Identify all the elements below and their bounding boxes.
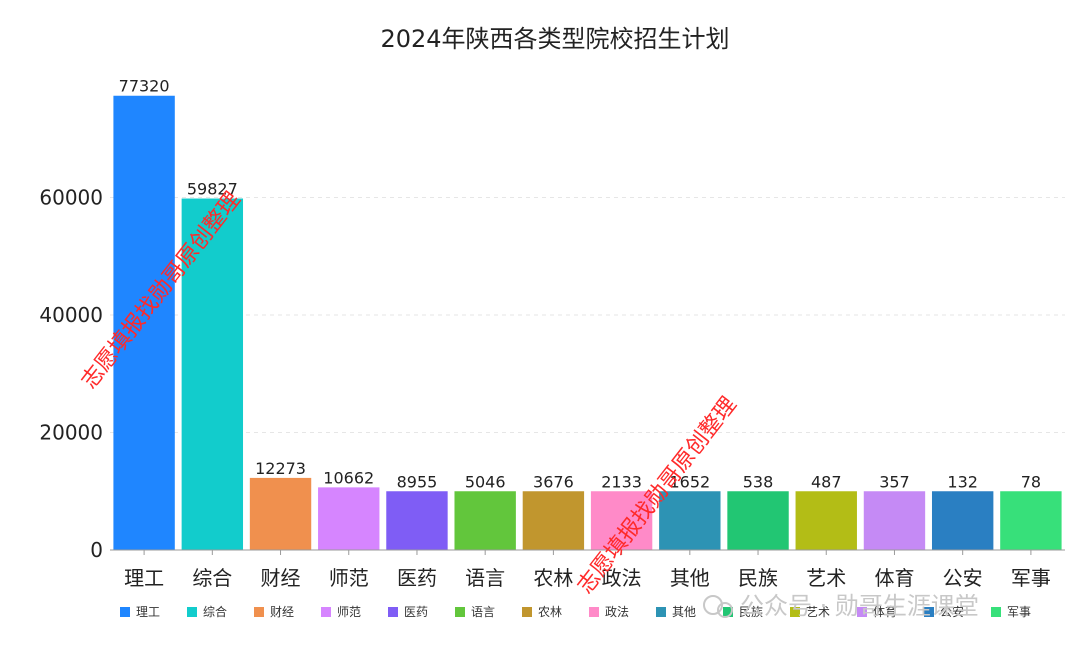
legend-swatch [254, 607, 264, 617]
bar-9 [659, 491, 721, 550]
legend-item[interactable]: 军事 [991, 605, 1031, 619]
bar-4 [318, 487, 380, 550]
legend-swatch [522, 607, 532, 617]
legend-item[interactable]: 财经 [254, 605, 294, 619]
x-tick-label: 军事 [1011, 566, 1051, 590]
bar-1 [113, 95, 175, 551]
x-tick-label: 农林 [533, 566, 573, 590]
gridlines [110, 197, 1065, 433]
legend-item[interactable]: 理工 [120, 605, 160, 619]
legend-item[interactable]: 师范 [321, 605, 361, 619]
legend-swatch [388, 607, 398, 617]
legend-label: 军事 [1007, 605, 1031, 619]
legend-item[interactable]: 民族 [723, 605, 763, 619]
legend-item[interactable]: 政法 [589, 605, 629, 619]
legend-swatch [723, 607, 733, 617]
legend-item[interactable]: 综合 [187, 604, 227, 619]
data-label: 2133 [601, 472, 642, 491]
data-label: 10662 [323, 468, 374, 487]
x-tick-label: 政法 [602, 566, 642, 590]
wechat-account-text: 公众号 · 勋哥生涯课堂 [740, 592, 979, 620]
x-tick-label: 民族 [738, 566, 778, 590]
bar-7 [522, 491, 585, 550]
chart-title: 2024年陕西各类型院校招生计划 [380, 25, 729, 53]
data-label: 5046 [465, 472, 506, 491]
legend-swatch [455, 607, 465, 617]
legend-item[interactable]: 体育 [857, 604, 897, 619]
legend-swatch [656, 607, 666, 617]
legend-swatch [187, 607, 197, 617]
legend-label: 语言 [471, 605, 495, 619]
bar-2 [181, 198, 244, 551]
x-tick-label: 医药 [397, 566, 437, 590]
legend-label: 政法 [605, 605, 629, 619]
data-label: 78 [1021, 472, 1041, 491]
y-tick-label: 20000 [39, 421, 103, 445]
x-tick-label: 其他 [670, 566, 710, 590]
y-tick-label: 0 [90, 538, 103, 562]
legend-label: 体育 [873, 604, 897, 619]
legend-item[interactable]: 医药 [388, 605, 428, 619]
legend-swatch [991, 607, 1001, 617]
wechat-icon [703, 595, 723, 615]
bar-13 [931, 491, 994, 550]
data-label: 12273 [255, 459, 306, 478]
legend-label: 师范 [337, 605, 361, 619]
bar-14 [1000, 491, 1062, 550]
y-tick-label: 40000 [39, 303, 103, 327]
x-tick-label: 语言 [465, 566, 505, 590]
legend-swatch [321, 607, 331, 617]
legend-item[interactable]: 艺术 [790, 605, 830, 619]
x-tick-label: 体育 [874, 566, 914, 590]
x-tick-label: 综合 [192, 566, 232, 590]
bar-5 [386, 491, 448, 550]
wechat-watermark: 公众号 · 勋哥生涯课堂 [703, 592, 979, 620]
legend-label: 医药 [404, 605, 428, 619]
x-tick-label: 艺术 [806, 566, 846, 590]
legend-label: 公安 [940, 604, 964, 619]
data-label: 132 [947, 472, 978, 491]
data-label: 1652 [669, 472, 710, 491]
y-axis: 0 20000 40000 60000 [39, 186, 103, 563]
bar-3 [249, 477, 312, 550]
legend-label: 艺术 [806, 605, 830, 619]
data-label: 538 [743, 472, 774, 491]
y-tick-label: 60000 [39, 186, 103, 210]
legend-label: 其他 [672, 605, 696, 619]
legend-swatch [120, 607, 130, 617]
data-label: 59827 [187, 180, 238, 199]
data-label: 357 [879, 472, 910, 491]
bar-12 [863, 491, 926, 550]
legend-swatch [790, 607, 800, 617]
legend-swatch [857, 607, 867, 617]
bar-11 [795, 491, 857, 550]
x-tick-label: 财经 [261, 566, 301, 590]
legend-label: 民族 [739, 605, 763, 619]
legend-swatch [589, 607, 599, 617]
legend-item[interactable]: 其他 [656, 605, 696, 619]
legend-label: 财经 [270, 605, 294, 619]
bar-8 [590, 491, 653, 550]
x-tick-label: 理工 [124, 566, 164, 590]
data-label: 3676 [533, 472, 574, 491]
legend-item[interactable]: 公安 [924, 604, 964, 619]
legend-label: 综合 [203, 604, 227, 619]
legend-item[interactable]: 语言 [455, 605, 495, 619]
data-label: 77320 [119, 77, 170, 96]
legend: 理工 综合 财经 师范 医药 语言 农林 政法 其他 民族 艺术 体育 公安 军事 [120, 604, 1031, 619]
wechat-icon-bubble [717, 602, 733, 618]
legend-swatch [924, 607, 934, 617]
x-axis: 理工 综合 财经 师范 医药 语言 农林 政法 其他 民族 艺术 体育 公安 军事 [110, 549, 1065, 590]
data-label: 8955 [397, 472, 438, 491]
bar-6 [454, 491, 516, 550]
x-tick-label: 师范 [329, 566, 369, 590]
bar-10 [727, 491, 789, 550]
legend-label: 农林 [538, 605, 562, 619]
legend-item[interactable]: 农林 [522, 605, 562, 619]
x-tick-label: 公安 [943, 566, 983, 590]
bars: 77320 59827 12273 10662 8955 5046 3676 2133 1652… [113, 77, 1062, 551]
data-label: 487 [811, 472, 842, 491]
legend-label: 理工 [136, 605, 160, 619]
